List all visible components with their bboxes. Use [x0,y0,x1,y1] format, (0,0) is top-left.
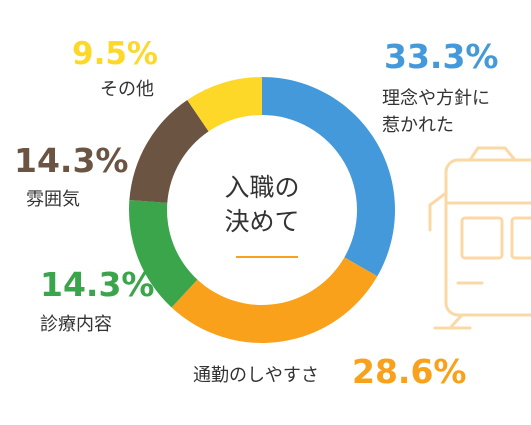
slice-sonota [187,77,262,132]
slice-tsukin [171,257,378,343]
category-label-sonota: その他 [100,79,154,100]
train-icon [428,146,531,330]
category-label-tsukin: 通勤のしやすさ [193,365,319,386]
center-title-line-1: 入職の [224,173,299,202]
percent-label-sonota: 9.5% [72,36,158,72]
percent-label-funiki: 14.3% [14,141,129,180]
category-label-shinryo: 診療内容 [40,314,112,335]
slice-shinryo [129,199,198,308]
slice-rinen [262,77,395,277]
category-label-rinen-line-2: 惹かれた [382,115,454,136]
percent-label-rinen: 33.3% [384,37,499,76]
category-label-funiki: 雰囲気 [26,189,80,210]
category-label-rinen-line-1: 理念や方針に [382,87,490,109]
center-title-line-2: 決めて [224,207,299,236]
percent-label-shinryo: 14.3% [40,265,155,304]
slice-funiki [129,99,209,203]
percent-label-tsukin: 28.6% [352,352,467,391]
